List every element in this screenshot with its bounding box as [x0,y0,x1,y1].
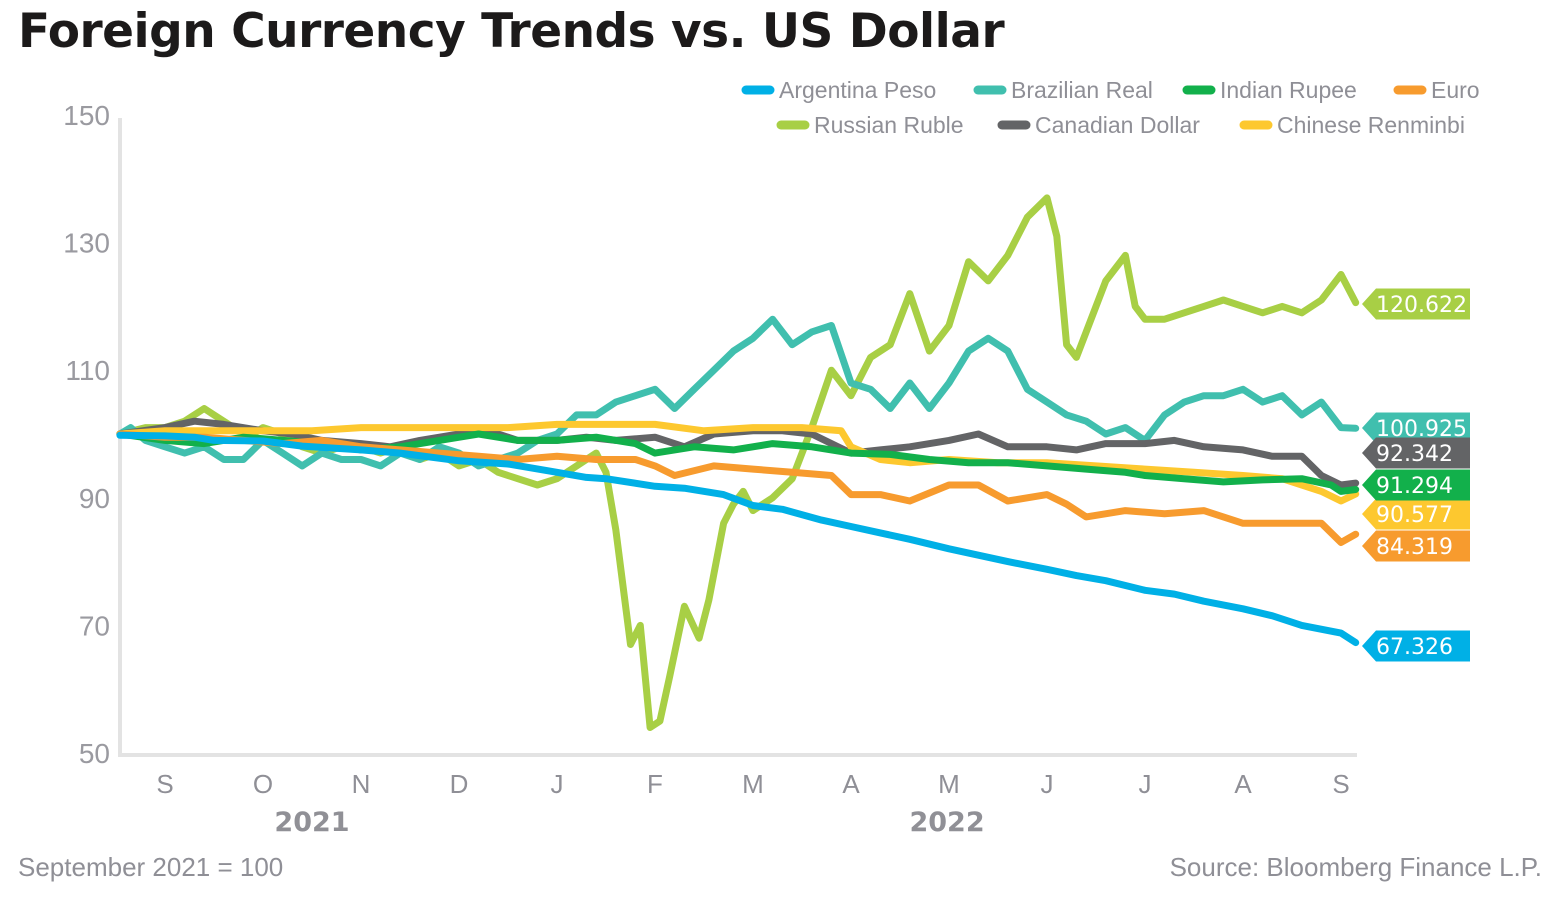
legend-label: Brazilian Real [1011,77,1153,103]
x-tick-label: A [842,769,860,799]
legend-label: Russian Ruble [814,112,964,138]
legend-item-brazilian-real: Brazilian Real [973,77,1153,103]
x-tick-label: S [1332,769,1349,799]
x-tick-label: J [551,769,564,799]
source-credit: Source: Bloomberg Finance L.P. [1169,852,1542,882]
legend-item-euro: Euro [1393,77,1480,103]
y-tick-label: 50 [79,738,110,769]
x-tick-label: J [1041,769,1054,799]
legend-item-russian-ruble: Russian Ruble [776,112,964,138]
x-tick-label: O [253,769,273,799]
end-label-tag [1362,412,1470,444]
end-label-russian-ruble: 120.622 [1362,288,1470,320]
legend: Argentina Peso Brazilian Real Indian Rupee… [741,77,1480,138]
chart-title: Foreign Currency Trends vs. US Dollar [18,4,1005,59]
end-label-value: 67.326 [1376,635,1453,660]
legend-item-chinese-renminbi: Chinese Renminbi [1239,112,1465,138]
end-value-labels: 120.622100.92590.57784.31991.29492.34267… [1362,288,1470,662]
end-label-value: 92.342 [1376,442,1453,467]
legend-label: Indian Rupee [1220,77,1357,103]
end-label-value: 90.577 [1376,503,1453,528]
legend-item-indian-rupee: Indian Rupee [1182,77,1357,103]
legend-label: Canadian Dollar [1035,112,1200,138]
end-label-chinese-renminbi: 90.577 [1362,498,1470,530]
x-tick-label: M [742,769,764,799]
x-tick-label: J [1139,769,1152,799]
legend-label: Euro [1431,77,1480,103]
end-label-tag [1362,498,1470,530]
x-tick-label: N [352,769,371,799]
legend-item-argentina-peso: Argentina Peso [741,77,936,103]
x-tick-label: M [938,769,960,799]
series-line-argentina-peso [116,431,1360,647]
y-tick-label: 90 [79,483,110,514]
axes: 50 70 90 110 130 150 S O N D J F M A M J J A S 2021 2022 [63,100,1357,838]
end-label-indian-rupee: 91.294 [1362,469,1470,501]
end-label-argentina-peso: 67.326 [1362,630,1470,662]
end-label-tag [1362,630,1470,662]
x-tick-label: F [647,769,663,799]
y-tick-label: 130 [63,228,110,259]
end-label-value: 91.294 [1376,474,1453,499]
end-label-tag [1362,530,1470,562]
end-label-tag [1362,437,1470,469]
series-line-brazilian-real [116,315,1360,470]
end-label-value: 84.319 [1376,535,1453,560]
x-tick-label: A [1234,769,1252,799]
end-label-tag [1362,469,1470,501]
legend-label: Argentina Peso [779,77,936,103]
y-tick-label: 70 [79,610,110,641]
year-label: 2021 [274,807,349,838]
end-label-euro: 84.319 [1362,530,1470,562]
year-label: 2022 [909,807,984,838]
baseline-note: September 2021 = 100 [18,852,284,882]
end-label-value: 120.622 [1376,293,1467,318]
end-label-tag [1362,288,1470,320]
x-tick-label: D [450,769,469,799]
series-line-chinese-renminbi [116,420,1360,505]
series-lines [116,194,1360,731]
y-tick-label: 150 [63,100,110,131]
end-label-canadian-dollar: 92.342 [1362,437,1470,469]
y-tick-label: 110 [65,355,110,386]
legend-label: Chinese Renminbi [1277,112,1465,138]
legend-item-canadian-dollar: Canadian Dollar [997,112,1200,138]
x-tick-label: S [156,769,173,799]
